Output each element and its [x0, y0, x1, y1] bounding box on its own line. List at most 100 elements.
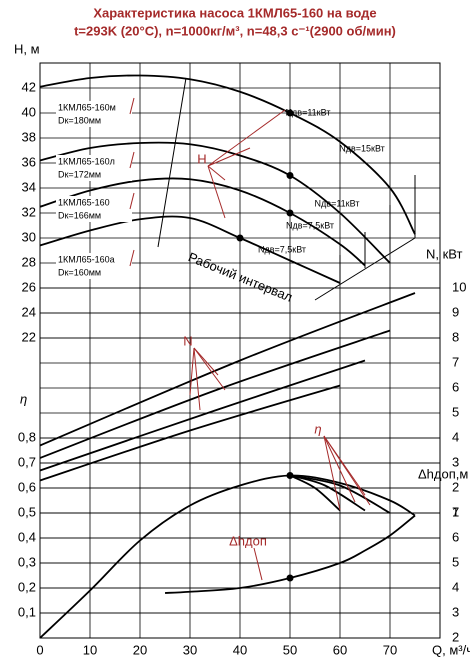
- label-leader: [129, 151, 135, 169]
- y-tick-label: 6: [452, 529, 459, 544]
- annotation: Nдв=11кВт: [286, 107, 331, 117]
- series-note: Dк=180мм: [58, 115, 101, 125]
- annotation: Nдв=7,5кВт: [258, 244, 306, 254]
- curve-marker: [286, 172, 294, 179]
- y-tick-label: 7: [452, 504, 459, 519]
- y-tick-label: 0,3: [18, 554, 36, 569]
- y-tick-label: 9: [452, 304, 459, 319]
- y-tick-label: 40: [22, 104, 36, 119]
- curve: [39, 215, 341, 284]
- annotation-arrow: [193, 347, 201, 411]
- y-tick-label: 0,6: [18, 479, 36, 494]
- y-tick-label: 3: [452, 454, 459, 469]
- y-tick-label: 4: [452, 429, 459, 444]
- curve: [39, 329, 391, 459]
- y-tick-label: 8: [452, 329, 459, 344]
- y-tick-label: 0,1: [18, 604, 36, 619]
- label-leader: [129, 97, 135, 115]
- curve: [39, 292, 416, 447]
- annotation: Nдв=15кВт: [339, 143, 385, 153]
- y-tick-label: 36: [22, 154, 36, 169]
- curve: [39, 359, 366, 472]
- y-tick-label: 0,2: [18, 579, 36, 594]
- series-note: Dк=166мм: [58, 210, 101, 220]
- x-tick-label: 40: [233, 642, 247, 657]
- series-note: Dк=160мм: [58, 267, 101, 277]
- label-box: [56, 196, 132, 222]
- curve: [39, 474, 416, 639]
- annotation: Nдв=7,5кВт: [286, 220, 334, 230]
- annotation: η: [314, 421, 321, 436]
- y-tick-label: 1: [452, 504, 459, 519]
- y-tick-label: 5: [452, 404, 459, 419]
- annotation: N: [183, 333, 192, 348]
- y-tick-label: 4: [452, 579, 459, 594]
- y-axis-label: H, м: [14, 41, 40, 56]
- curve: [39, 141, 391, 264]
- label-leader: [129, 249, 135, 267]
- annotation-arrow: [323, 435, 371, 506]
- y-tick-label: 26: [22, 279, 36, 294]
- x-tick-label: 30: [183, 642, 197, 657]
- label-leader: [129, 192, 135, 210]
- y-tick-label: 10: [452, 279, 466, 294]
- y-tick-label: 0,7: [18, 454, 36, 469]
- label-box: [56, 101, 132, 127]
- chart-subtitle: t=293K (20°C), n=1000кг/м³, n=48,3 с⁻¹(2…: [74, 23, 396, 38]
- curve: [39, 74, 416, 235]
- y-tick-label: 32: [22, 204, 36, 219]
- y-tick-label: 34: [22, 179, 36, 194]
- y-axis-label: η: [20, 391, 27, 406]
- curve: [164, 514, 416, 594]
- x-axis-label: Q, м³/ч: [432, 642, 470, 657]
- y-tick-label: 0,4: [18, 529, 36, 544]
- series-name: 1КМЛ65-160а: [58, 254, 115, 264]
- x-tick-label: 0: [36, 642, 43, 657]
- y-tick-label: 22: [22, 329, 36, 344]
- curve-marker: [286, 109, 294, 117]
- label-box: [56, 155, 132, 181]
- label-box: [56, 253, 132, 279]
- series-name: 1КМЛ65-160м: [58, 102, 116, 112]
- annotation-arrow: [253, 547, 263, 581]
- x-tick-label: 70: [383, 642, 397, 657]
- y-tick-label: 2: [452, 629, 459, 644]
- y-tick-label: 42: [22, 79, 36, 94]
- y-tick-label: 3: [452, 604, 459, 619]
- curve: [39, 177, 366, 267]
- series-name: 1КМЛ65-160л: [58, 156, 115, 166]
- x-tick-label: 10: [83, 642, 97, 657]
- curve-marker: [286, 209, 294, 217]
- y-tick-label: 6: [452, 379, 459, 394]
- x-tick-label: 60: [333, 642, 347, 657]
- annotation-arrow: [193, 347, 219, 376]
- annotation-arrow: [323, 435, 356, 503]
- annotation-arrow: [193, 347, 226, 391]
- annotation: Nдв=11кВт: [315, 198, 360, 208]
- y-tick-label: 2: [452, 479, 459, 494]
- y-tick-label: 7: [452, 354, 459, 369]
- x-tick-label: 20: [133, 642, 147, 657]
- y-tick-label: 0,8: [18, 429, 36, 444]
- annotation-arrow: [323, 435, 341, 511]
- curve: [289, 474, 391, 514]
- curve: [39, 384, 341, 482]
- annotation-arrow: [207, 165, 226, 181]
- y-axis-label: Δhдоп,м: [418, 466, 468, 481]
- y-tick-label: 5: [452, 554, 459, 569]
- curve-marker: [286, 574, 294, 582]
- annotation: Δhдоп: [229, 533, 267, 548]
- chart-title: Характеристика насоса 1КМЛ65-160 на воде: [93, 5, 376, 20]
- y-tick-label: 30: [22, 229, 36, 244]
- annotation-arrow: [207, 109, 286, 167]
- y-tick-label: 38: [22, 129, 36, 144]
- annotation-arrow: [189, 347, 195, 396]
- curve-marker: [236, 234, 244, 242]
- annotation: Н: [197, 151, 206, 166]
- y-tick-label: 24: [22, 304, 36, 319]
- y-axis-label: N, кВт: [426, 246, 463, 261]
- x-tick-label: 50: [283, 642, 297, 657]
- series-name: 1КМЛ65-160: [58, 197, 110, 207]
- y-tick-label: 28: [22, 254, 36, 269]
